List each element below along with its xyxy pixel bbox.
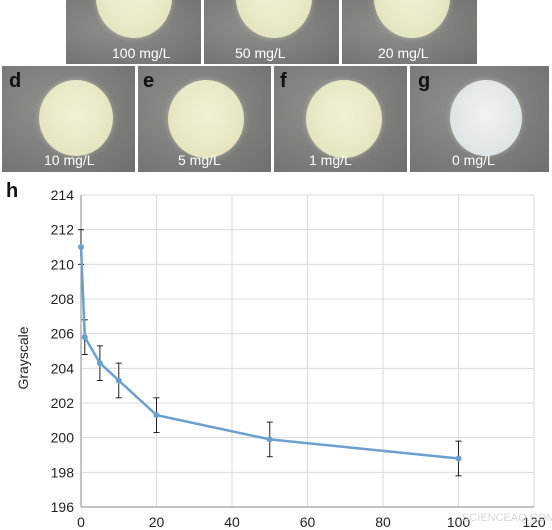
y-axis-label: Grayscale <box>15 326 31 389</box>
y-tick-label: 214 <box>51 187 75 203</box>
data-point <box>455 455 462 462</box>
panel-letter: d <box>9 70 22 92</box>
x-tick-label: 60 <box>300 514 316 530</box>
y-tick-label: 208 <box>51 291 75 307</box>
data-point <box>81 334 88 341</box>
x-tick-labels: 0 20 40 60 80 100 120 <box>77 514 546 530</box>
data-point <box>115 377 122 384</box>
y-tick-label: 204 <box>51 360 75 376</box>
chart-panel-letter: h <box>6 180 19 202</box>
concentration-label: 100 mg/L <box>112 45 171 61</box>
y-tick-label: 202 <box>51 395 75 411</box>
y-tick-labels: 196 198 200 202 204 206 208 210 212 214 <box>51 187 75 515</box>
y-tick-label: 196 <box>51 499 75 515</box>
photo-panel-g: g 0 mg/L <box>410 66 549 172</box>
y-tick-label: 210 <box>51 256 75 272</box>
photo-panel-20: 20 mg/L <box>342 0 477 64</box>
photo-panel-f: f 1 mg/L <box>274 66 407 172</box>
x-tick-label: 80 <box>375 514 391 530</box>
y-tick-label: 198 <box>51 464 75 480</box>
chart-grid <box>80 194 535 508</box>
y-tick-label: 212 <box>51 222 75 238</box>
x-tick-label: 40 <box>224 514 240 530</box>
photo-panel-100: 100 mg/L <box>66 0 201 64</box>
concentration-label: 50 mg/L <box>235 45 286 61</box>
photo-panel-d: d 10 mg/L <box>2 66 135 172</box>
panel-letter: g <box>418 70 431 92</box>
sample-disc <box>306 80 382 158</box>
photo-panel-50: 50 mg/L <box>204 0 339 64</box>
data-point <box>96 360 103 367</box>
data-point <box>153 412 160 419</box>
sample-disc <box>450 80 522 156</box>
concentration-label: 20 mg/L <box>378 45 429 61</box>
photo-panel-e: e 5 mg/L <box>138 66 271 172</box>
y-tick-label: 200 <box>51 430 75 446</box>
data-point <box>266 436 273 443</box>
series-grayscale <box>78 244 462 462</box>
x-tick-label: 0 <box>77 514 85 530</box>
y-tick-label: 206 <box>51 326 75 342</box>
concentration-label: 10 mg/L <box>44 152 95 168</box>
concentration-label: 0 mg/L <box>452 152 495 168</box>
sample-disc <box>39 80 113 156</box>
panel-letter: e <box>143 70 155 92</box>
concentration-label: 5 mg/L <box>178 152 221 168</box>
x-tick-label: 20 <box>149 514 165 530</box>
watermark: SCIENCEAQ.COM <box>462 512 552 524</box>
data-point <box>78 244 84 250</box>
panel-letter: f <box>280 70 287 92</box>
x-tick-label: 120 <box>522 514 546 530</box>
x-tick-label: 100 <box>447 514 471 530</box>
sample-disc <box>168 80 244 158</box>
concentration-label: 1 mg/L <box>309 152 352 168</box>
